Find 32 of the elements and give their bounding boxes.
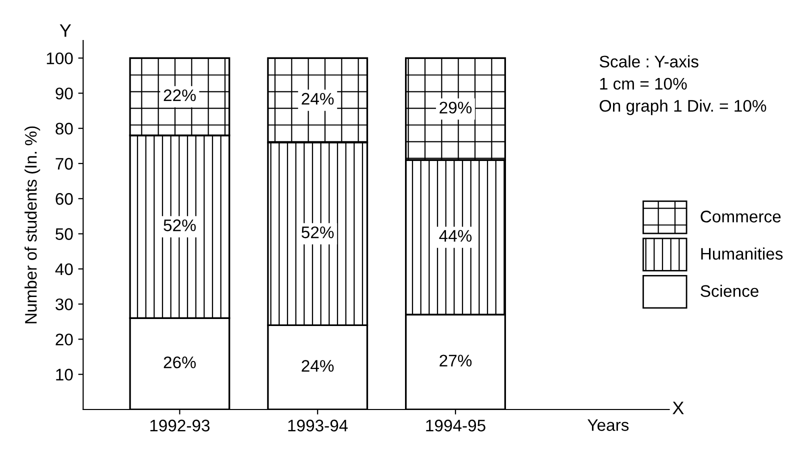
x-tick-label: 1992-93: [150, 420, 210, 432]
data-label: 24%: [302, 92, 334, 105]
data-label: 26%: [164, 356, 196, 368]
y-tick-label: 80: [56, 122, 73, 135]
x-tick-label: 1993-94: [288, 420, 348, 432]
text: X: [672, 402, 684, 414]
legend-label: Commerce: [700, 210, 781, 222]
data-label: 27%: [440, 354, 472, 366]
data-label: 52%: [164, 219, 196, 232]
data-label: 44%: [439, 230, 472, 242]
y-tick-label: 100: [46, 52, 73, 64]
x-tick-label: 1994-95: [426, 420, 486, 432]
data-label: 24%: [302, 360, 334, 372]
y-axis-title: Number of students (In. %): [24, 126, 40, 324]
text: Scale : Y-axis: [600, 55, 698, 68]
y-tick-label: 20: [56, 334, 73, 346]
data-label: 22%: [164, 89, 196, 102]
y-tick-label: 50: [56, 228, 73, 240]
text: Y: [60, 24, 72, 37]
legend-label: Science: [700, 284, 758, 297]
legend-label: Humanities: [701, 247, 783, 260]
y-tick-label: 70: [56, 158, 73, 170]
y-tick-label: 60: [56, 193, 73, 205]
y-tick-label: 90: [56, 88, 73, 100]
text: 1 cm = 10%: [600, 78, 687, 90]
text: On graph 1 Div. = 10%: [600, 100, 766, 116]
y-tick-label: 30: [56, 298, 73, 310]
data-label: 29%: [440, 102, 472, 114]
text: Years: [588, 419, 629, 431]
data-label: 52%: [302, 226, 334, 238]
y-tick-label: 40: [55, 263, 73, 276]
y-tick-label: 10: [56, 368, 73, 381]
